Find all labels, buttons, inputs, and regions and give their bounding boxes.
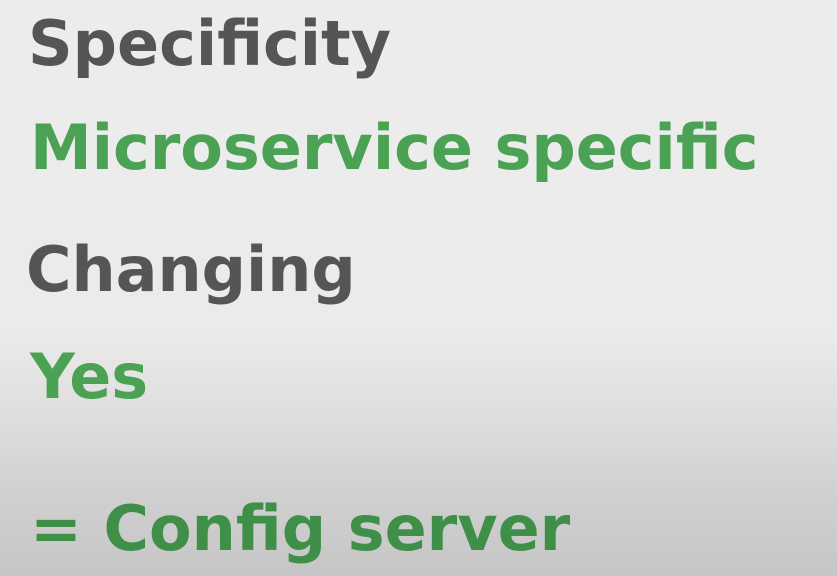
specificity-heading: Specificity xyxy=(28,7,392,80)
specificity-value: Microservice specific xyxy=(30,111,759,184)
changing-heading: Changing xyxy=(26,233,356,306)
conclusion-text: = Config server xyxy=(30,492,571,565)
changing-value: Yes xyxy=(30,340,149,413)
